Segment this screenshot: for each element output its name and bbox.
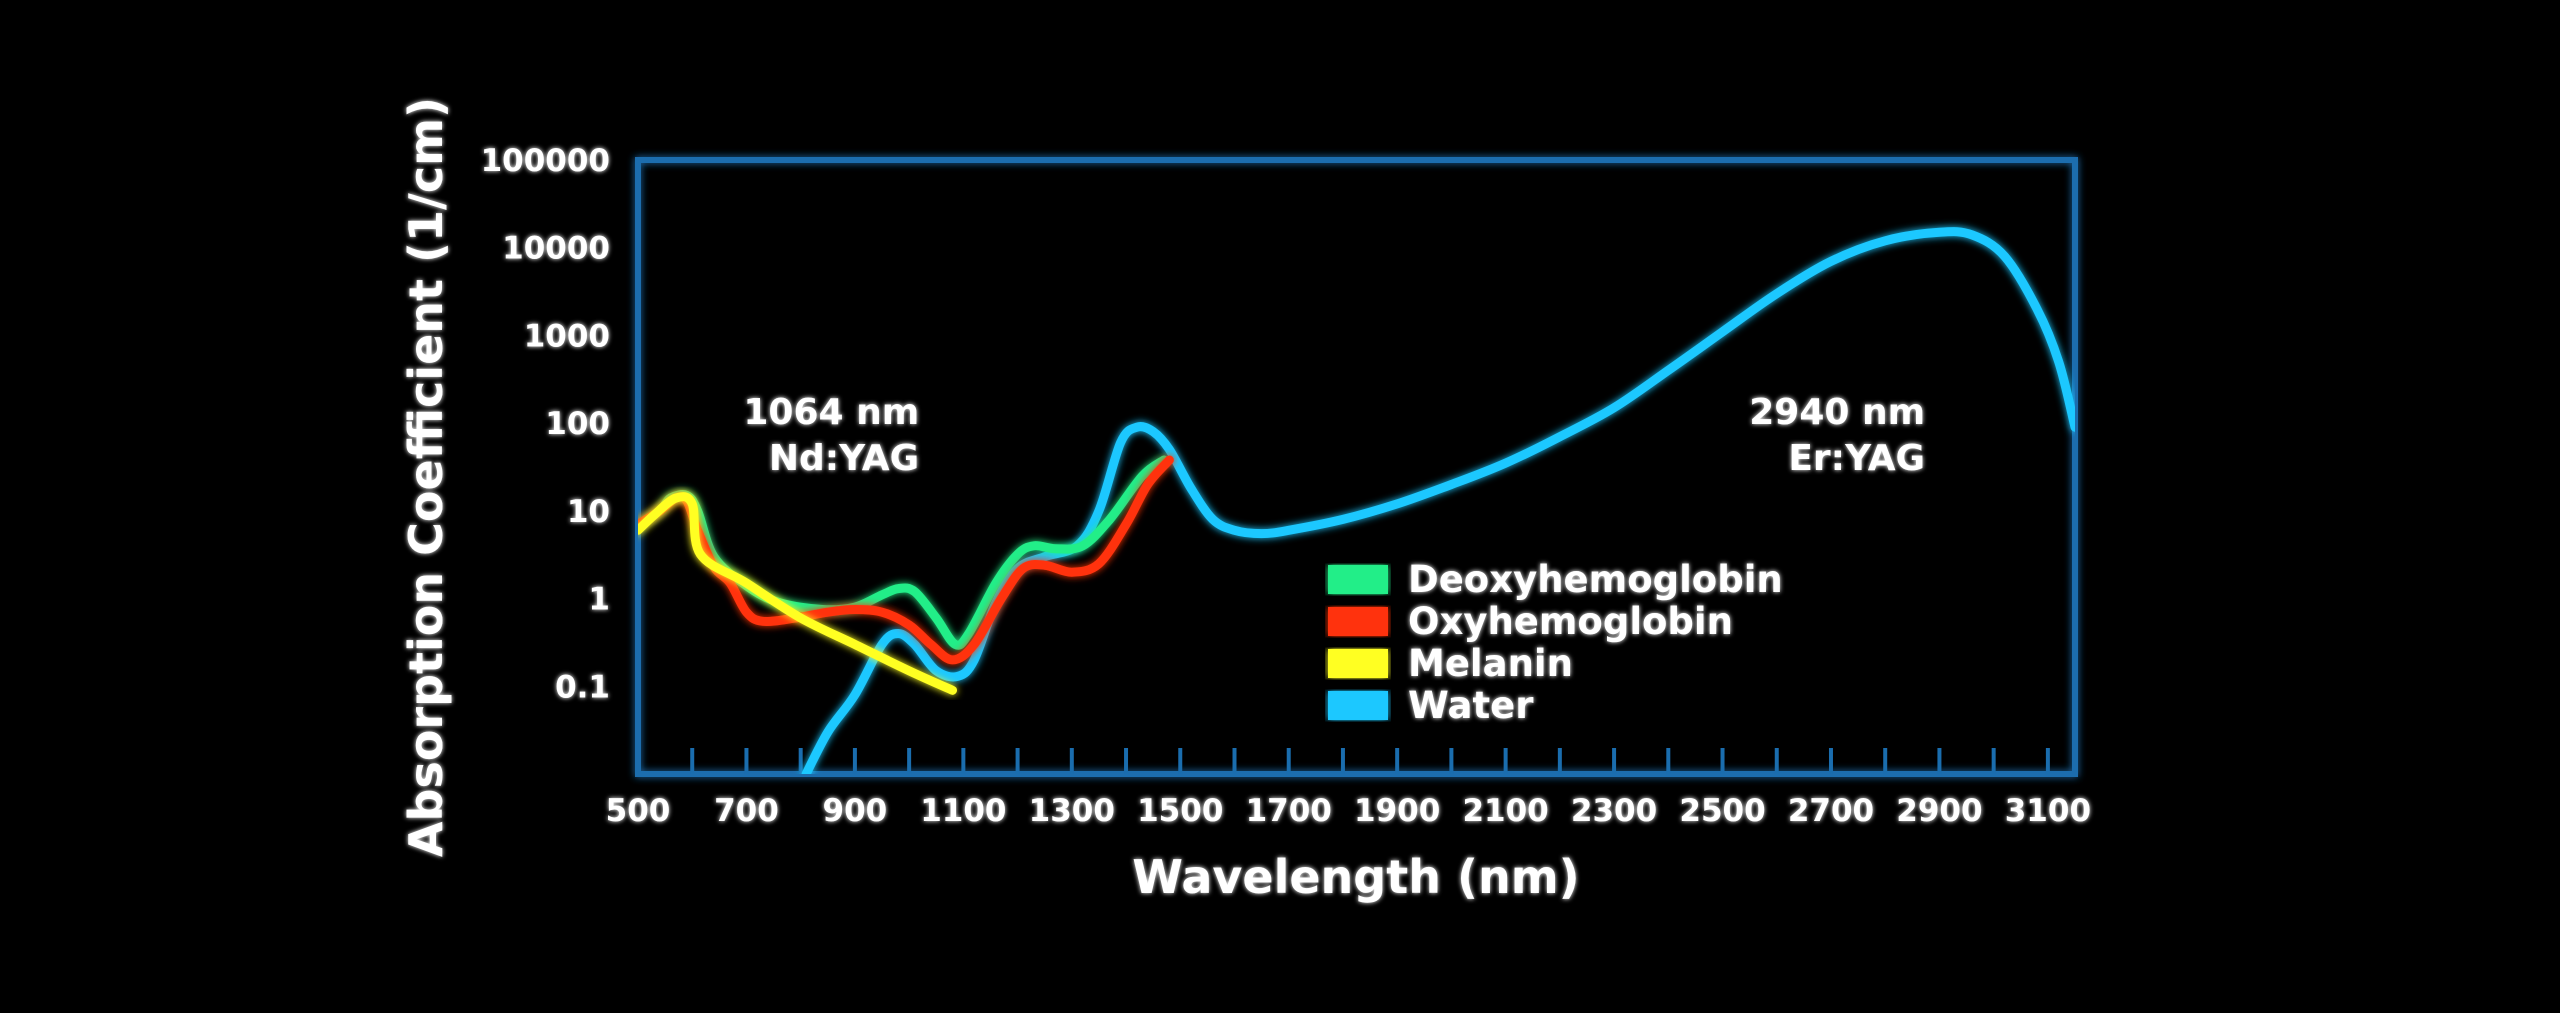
x-tick-label: 1300 <box>1029 793 1115 829</box>
x-axis-tick-labels: 500 700 900 1100 1300 1500 1700 1900 2100 2300 250… <box>606 793 2091 829</box>
y-tick-label: 1000 <box>524 318 610 354</box>
x-tick-label: 1500 <box>1137 793 1223 829</box>
legend-label: Oxyhemoglobin <box>1408 600 1733 643</box>
legend-label: Deoxyhemoglobin <box>1408 558 1783 601</box>
y-tick-label: 10 <box>567 494 610 530</box>
y-tick-label: 0.1 <box>555 669 610 705</box>
legend-swatch <box>1328 649 1388 678</box>
annotation-laser: Er:YAG <box>1788 438 1925 479</box>
y-axis-title: Absorption Coefficient (1/cm) <box>399 97 453 857</box>
x-tick-label: 2700 <box>1788 793 1874 829</box>
y-tick-label: 100 <box>545 406 610 442</box>
legend-label: Water <box>1408 684 1534 727</box>
y-tick-label: 10000 <box>502 231 610 267</box>
legend-swatch <box>1328 565 1388 594</box>
x-tick-label: 900 <box>823 793 888 829</box>
x-tick-label: 3100 <box>2005 793 2091 829</box>
x-tick-label: 2300 <box>1571 793 1657 829</box>
annotation-wavelength: 2940 nm <box>1749 392 1925 433</box>
x-tick-label: 2100 <box>1462 793 1548 829</box>
x-tick-label: 1900 <box>1354 793 1440 829</box>
x-axis-title: Wavelength (nm) <box>1132 850 1579 904</box>
wavelength-markers <box>949 158 1968 776</box>
x-tick-label: 500 <box>606 793 671 829</box>
wavelength-annotations: 1064 nm Nd:YAG 2940 nm Er:YAG <box>743 392 1925 479</box>
x-axis-ticks <box>690 748 2050 774</box>
x-tick-label: 1700 <box>1246 793 1332 829</box>
annotation-wavelength: 1064 nm <box>743 392 919 433</box>
x-tick-label: 2500 <box>1679 793 1765 829</box>
legend-swatch <box>1328 607 1388 636</box>
y-axis-tick-labels: 0.1 1 10 100 1000 10000 100000 <box>481 143 610 705</box>
series-line-melanin <box>638 492 957 695</box>
legend-swatch <box>1328 691 1388 720</box>
x-tick-label: 1100 <box>920 793 1006 829</box>
annotation-laser: Nd:YAG <box>769 438 919 479</box>
plot-frame <box>635 157 2078 777</box>
legend-label: Melanin <box>1408 642 1573 685</box>
y-tick-label: 100000 <box>481 143 610 179</box>
x-tick-label: 2900 <box>1896 793 1982 829</box>
x-tick-label: 700 <box>714 793 779 829</box>
y-tick-label: 1 <box>588 582 610 618</box>
